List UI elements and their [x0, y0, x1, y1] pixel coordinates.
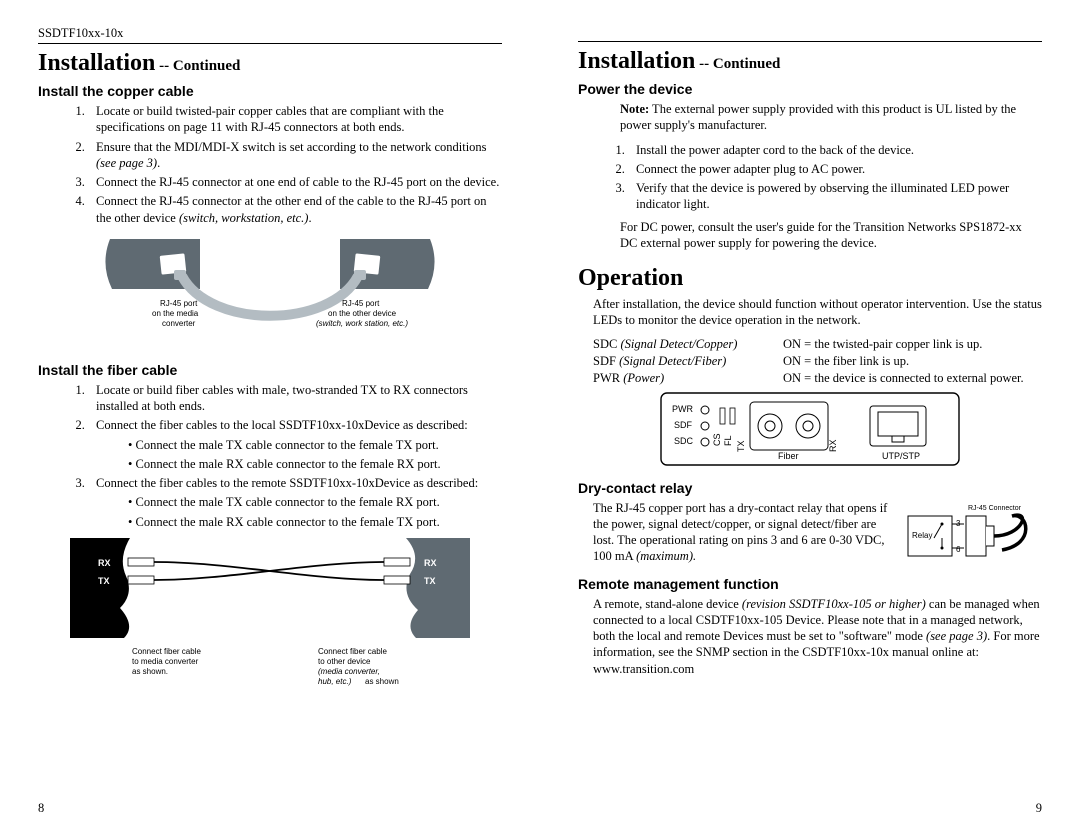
svg-text:RJ-45 port: RJ-45 port: [342, 299, 380, 308]
sublist: Connect the male TX cable connector to t…: [96, 494, 502, 530]
svg-text:RJ-45 Connector: RJ-45 Connector: [968, 505, 1022, 512]
led-row: SDF (Signal Detect/Fiber) ON = the fiber…: [578, 354, 1042, 369]
svg-text:RX: RX: [424, 558, 437, 568]
svg-text:on the other device: on the other device: [328, 309, 397, 318]
led-abbr: PWR: [593, 371, 620, 385]
list-item: Connect the male TX cable connector to t…: [120, 494, 502, 510]
operation-intro: After installation, the device should fu…: [578, 296, 1042, 329]
led-row: SDC (Signal Detect/Copper) ON = the twis…: [578, 337, 1042, 352]
diagram-relay: Relay 3 6 RJ-45 Connector: [902, 500, 1042, 570]
h1-cont: -- Continued: [695, 56, 780, 72]
list-item: Ensure that the MDI/MDI-X switch is set …: [88, 139, 502, 172]
list-item: Connect the male TX cable connector to t…: [120, 437, 502, 453]
svg-text:converter: converter: [162, 319, 196, 328]
diagram-fiber: RX TX RX TX Connect fiber cable to media…: [70, 538, 470, 688]
power-steps: Install the power adapter cord to the ba…: [578, 142, 1042, 213]
note-text: The external power supply provided with …: [620, 102, 1016, 132]
svg-text:RX: RX: [828, 439, 838, 452]
svg-text:as shown.: as shown.: [132, 667, 168, 676]
h1-cont: -- Continued: [155, 58, 240, 74]
led-ital: (Power): [620, 371, 664, 385]
list-item: Connect the RJ-45 connector at one end o…: [88, 174, 502, 190]
rt-ib: (see page 3): [926, 629, 987, 643]
h1-main: Installation: [38, 50, 155, 76]
section-power-title: Power the device: [578, 81, 1042, 97]
svg-text:CS: CS: [712, 433, 722, 446]
svg-text:to media converter: to media converter: [132, 657, 199, 666]
note-label: Note:: [620, 102, 649, 116]
right-h1: Installation -- Continued: [578, 48, 1042, 75]
svg-text:PWR: PWR: [672, 404, 693, 414]
section-fiber-title: Install the fiber cable: [38, 362, 502, 378]
list-item: Connect the power adapter plug to AC pow…: [628, 161, 1042, 177]
led-ital: (Signal Detect/Copper): [617, 337, 737, 351]
relay-text: The RJ-45 copper port has a dry-contact …: [578, 500, 892, 570]
svg-text:as shown: as shown: [365, 677, 399, 686]
section-relay-title: Dry-contact relay: [578, 480, 1042, 496]
list-item: Connect the fiber cables to the remote S…: [88, 475, 502, 530]
svg-text:UTP/STP: UTP/STP: [882, 451, 920, 461]
list-item: Locate or build twisted-pair copper cabl…: [88, 103, 502, 136]
remote-text: A remote, stand-alone device (revision S…: [578, 596, 1042, 677]
svg-text:Fiber: Fiber: [778, 451, 799, 461]
header-rule: [38, 43, 502, 44]
header-product: SSDTF10xx-10x: [38, 26, 502, 41]
svg-text:hub, etc.): hub, etc.): [318, 677, 352, 686]
copper-steps: Locate or build twisted-pair copper cabl…: [38, 103, 502, 226]
list-item: Connect the male RX cable connector to t…: [120, 514, 502, 530]
list-item: Install the power adapter cord to the ba…: [628, 142, 1042, 158]
led-ital: (Signal Detect/Fiber): [616, 354, 726, 368]
fiber-steps: Locate or build fiber cables with male, …: [38, 382, 502, 530]
left-h1: Installation -- Continued: [38, 50, 502, 77]
led-row: PWR (Power) ON = the device is connected…: [578, 371, 1042, 386]
led-desc: ON = the twisted-pair copper link is up.: [783, 337, 1042, 352]
sublist: Connect the male TX cable connector to t…: [96, 437, 502, 473]
h1-main: Installation: [578, 48, 695, 74]
list-item: Connect the RJ-45 connector at the other…: [88, 193, 502, 226]
led-desc: ON = the device is connected to external…: [783, 371, 1042, 386]
power-tail: For DC power, consult the user's guide f…: [578, 219, 1042, 252]
svg-text:TX: TX: [98, 576, 110, 586]
svg-text:Connect fiber cable: Connect fiber cable: [132, 647, 201, 656]
svg-text:SDF: SDF: [674, 420, 693, 430]
svg-text:Connect fiber cable: Connect fiber cable: [318, 647, 387, 656]
rt-ia: (revision SSDTF10xx-105 or higher): [742, 597, 926, 611]
list-item: Connect the male RX cable connector to t…: [120, 456, 502, 472]
list-text: Connect the fiber cables to the local SS…: [96, 418, 468, 432]
svg-text:FL: FL: [723, 435, 733, 446]
right-page: Installation -- Continued Power the devi…: [540, 0, 1080, 834]
svg-text:TX: TX: [424, 576, 436, 586]
svg-text:TX: TX: [736, 440, 746, 452]
led-desc: ON = the fiber link is up.: [783, 354, 1042, 369]
power-note: Note: The external power supply provided…: [578, 101, 1042, 134]
svg-text:(switch, work station, etc.): (switch, work station, etc.): [316, 319, 408, 328]
relay-row: The RJ-45 copper port has a dry-contact …: [578, 500, 1042, 570]
relay-ital: (maximum).: [636, 549, 696, 563]
header-rule-right: [578, 41, 1042, 42]
svg-text:on the media: on the media: [152, 309, 199, 318]
diagram-panel: PWR SDF SDC CS FL TX RX Fiber UTP/STP: [660, 392, 960, 472]
list-item: Connect the fiber cables to the local SS…: [88, 417, 502, 472]
svg-text:RJ-45 port: RJ-45 port: [160, 299, 198, 308]
svg-text:Relay: Relay: [912, 531, 932, 540]
page-spread: SSDTF10xx-10x Installation -- Continued …: [0, 0, 1080, 834]
diagram-copper: RJ-45 port on the media converter RJ-45 …: [90, 234, 450, 354]
list-item: Locate or build fiber cables with male, …: [88, 382, 502, 415]
left-page: SSDTF10xx-10x Installation -- Continued …: [0, 0, 540, 834]
operation-heading: Operation: [578, 265, 1042, 292]
list-text: Connect the fiber cables to the remote S…: [96, 476, 478, 490]
led-abbr: SDF: [593, 354, 616, 368]
svg-text:to other device: to other device: [318, 657, 371, 666]
page-number-left: 8: [38, 801, 44, 816]
rt-a: A remote, stand-alone device: [593, 597, 742, 611]
svg-text:6: 6: [956, 545, 961, 554]
page-number-right: 9: [1036, 801, 1042, 816]
led-abbr: SDC: [593, 337, 617, 351]
svg-text:RX: RX: [98, 558, 111, 568]
section-remote-title: Remote management function: [578, 576, 1042, 592]
list-item: Verify that the device is powered by obs…: [628, 180, 1042, 213]
section-copper-title: Install the copper cable: [38, 83, 502, 99]
svg-text:SDC: SDC: [674, 436, 694, 446]
svg-text:(media converter,: (media converter,: [318, 667, 380, 676]
